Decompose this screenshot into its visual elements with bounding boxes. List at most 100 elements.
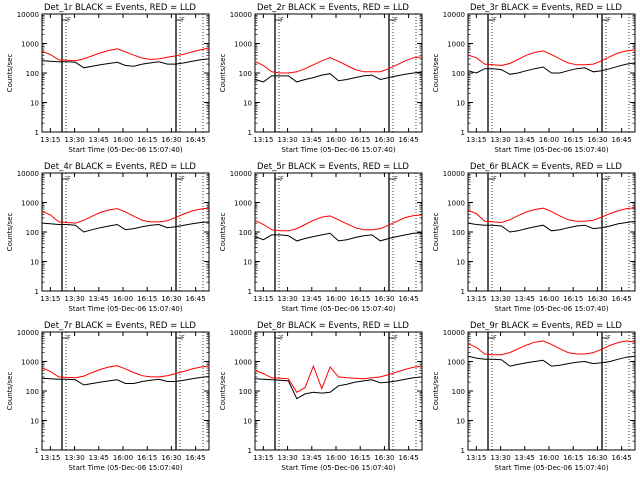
y-tick-label: 10 bbox=[243, 418, 252, 426]
y-tick-label: 10000 bbox=[17, 170, 39, 178]
y-tick-label: 1 bbox=[461, 288, 465, 296]
y-tick-label: 1 bbox=[461, 129, 465, 137]
y-tick-label: 1000 bbox=[21, 359, 39, 367]
lld-series-line bbox=[41, 47, 210, 62]
chart-panel: Det_3r BLACK = Events, RED = LLD 1 10 100 10… bbox=[432, 3, 636, 154]
y-tick-label: 1000 bbox=[234, 41, 252, 49]
lld-series-line bbox=[41, 365, 210, 379]
x-tick-label: 13:15 bbox=[466, 454, 486, 462]
flag-label: F bbox=[280, 16, 284, 24]
y-axis-label: Counts/sec bbox=[6, 213, 14, 252]
x-tick-label: 16:45 bbox=[612, 454, 632, 462]
x-tick-label: 13:30 bbox=[277, 136, 297, 144]
flag-label: F bbox=[394, 16, 398, 24]
y-tick-label: 10 bbox=[243, 100, 252, 108]
x-tick-label: 16:45 bbox=[399, 136, 419, 144]
y-tick-label: 10000 bbox=[443, 329, 465, 337]
panel-title: Det_2r BLACK = Events, RED = LLD bbox=[257, 3, 409, 13]
x-axis-label: Start Time (05-Dec-06 15:07:40) bbox=[494, 464, 608, 472]
y-tick-label: 100 bbox=[239, 388, 252, 396]
x-tick-label: 16:15 bbox=[137, 454, 157, 462]
panel-title: Det_5r BLACK = Events, RED = LLD bbox=[257, 162, 409, 172]
x-tick-label: 13:30 bbox=[277, 295, 297, 303]
x-tick-label: 16:15 bbox=[350, 136, 370, 144]
panel-title: Det_6r BLACK = Events, RED = LLD bbox=[470, 162, 622, 172]
flag-label: F bbox=[181, 16, 185, 24]
x-axis-label: Start Time (05-Dec-06 15:07:40) bbox=[494, 146, 608, 154]
x-tick-label: 13:30 bbox=[64, 454, 84, 462]
x-tick-label: 13:45 bbox=[515, 454, 535, 462]
x-tick-label: 16:45 bbox=[399, 454, 419, 462]
flag-label: F bbox=[280, 175, 284, 183]
lld-series-line bbox=[467, 340, 636, 356]
lld-series-line bbox=[254, 214, 423, 232]
chart-panel: Det_8r BLACK = Events, RED = LLD 1 10 100 10… bbox=[219, 321, 423, 472]
x-tick-label: 13:45 bbox=[89, 454, 109, 462]
x-tick-label: 16:15 bbox=[563, 136, 583, 144]
y-tick-label: 10 bbox=[456, 100, 465, 108]
x-tick-label: 13:30 bbox=[490, 454, 510, 462]
x-tick-label: 16:30 bbox=[374, 454, 394, 462]
y-tick-label: 1000 bbox=[234, 200, 252, 208]
x-tick-label: 16:30 bbox=[374, 295, 394, 303]
x-tick-label: 16:15 bbox=[137, 136, 157, 144]
chart-panel: Det_9r BLACK = Events, RED = LLD 1 10 100 10… bbox=[432, 321, 636, 472]
y-axis-label: Counts/sec bbox=[432, 372, 440, 411]
y-tick-label: 100 bbox=[452, 70, 465, 78]
x-tick-label: 16:00 bbox=[539, 136, 559, 144]
x-tick-label: 16:00 bbox=[326, 454, 346, 462]
y-tick-label: 10000 bbox=[230, 329, 252, 337]
events-series-line bbox=[467, 62, 636, 75]
x-tick-label: 13:30 bbox=[490, 295, 510, 303]
x-tick-label: 16:15 bbox=[137, 295, 157, 303]
x-tick-label: 16:30 bbox=[161, 295, 181, 303]
y-tick-label: 100 bbox=[26, 70, 39, 78]
flag-label: F bbox=[493, 334, 497, 342]
y-tick-label: 10 bbox=[456, 259, 465, 267]
x-tick-label: 16:30 bbox=[161, 136, 181, 144]
y-tick-label: 1 bbox=[35, 129, 39, 137]
x-axis-label: Start Time (05-Dec-06 15:07:40) bbox=[281, 146, 395, 154]
x-tick-label: 16:15 bbox=[350, 454, 370, 462]
y-tick-label: 1 bbox=[248, 129, 252, 137]
y-tick-label: 1 bbox=[248, 447, 252, 455]
y-axis-label: Counts/sec bbox=[432, 54, 440, 93]
x-tick-label: 16:30 bbox=[587, 454, 607, 462]
flag-label: F bbox=[394, 334, 398, 342]
y-tick-label: 1000 bbox=[447, 41, 465, 49]
y-tick-label: 100 bbox=[26, 229, 39, 237]
x-axis-label: Start Time (05-Dec-06 15:07:40) bbox=[68, 464, 182, 472]
y-tick-label: 10000 bbox=[230, 170, 252, 178]
x-tick-label: 16:30 bbox=[587, 295, 607, 303]
x-tick-label: 16:00 bbox=[113, 454, 133, 462]
flag-label: F bbox=[493, 16, 497, 24]
panel-title: Det_3r BLACK = Events, RED = LLD bbox=[470, 3, 622, 13]
x-axis-label: Start Time (05-Dec-06 15:07:40) bbox=[281, 305, 395, 313]
x-tick-label: 16:45 bbox=[612, 295, 632, 303]
x-tick-label: 13:15 bbox=[466, 136, 486, 144]
events-series-line bbox=[254, 71, 423, 83]
y-tick-label: 1000 bbox=[21, 41, 39, 49]
x-tick-label: 16:00 bbox=[539, 454, 559, 462]
x-tick-label: 13:45 bbox=[515, 295, 535, 303]
y-tick-label: 100 bbox=[239, 70, 252, 78]
y-tick-label: 1 bbox=[461, 447, 465, 455]
y-tick-label: 10000 bbox=[17, 11, 39, 19]
y-axis-label: Counts/sec bbox=[6, 372, 14, 411]
y-tick-label: 1000 bbox=[447, 359, 465, 367]
flag-label: F bbox=[67, 334, 71, 342]
flag-label: F bbox=[607, 16, 611, 24]
x-axis-label: Start Time (05-Dec-06 15:07:40) bbox=[281, 464, 395, 472]
x-tick-label: 16:45 bbox=[186, 295, 206, 303]
flag-label: F bbox=[181, 175, 185, 183]
y-axis-label: Counts/sec bbox=[219, 372, 227, 411]
flag-label: F bbox=[67, 175, 71, 183]
x-tick-label: 13:15 bbox=[253, 295, 273, 303]
lld-series-line bbox=[254, 56, 423, 74]
x-tick-label: 16:30 bbox=[161, 454, 181, 462]
x-tick-label: 16:45 bbox=[399, 295, 419, 303]
flag-label: F bbox=[181, 334, 185, 342]
y-tick-label: 10 bbox=[30, 418, 39, 426]
